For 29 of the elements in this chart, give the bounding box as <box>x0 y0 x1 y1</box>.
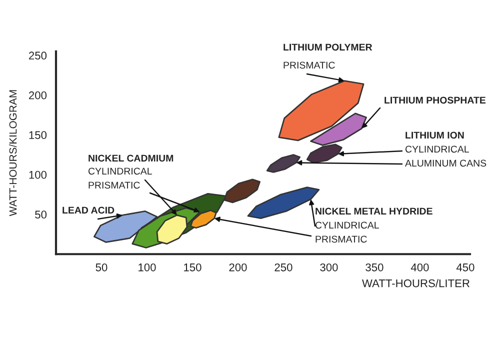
x-tick-label: 50 <box>96 263 108 272</box>
annotation: LITHIUM PHOSPHATE <box>384 96 486 104</box>
y-tick-label: 150 <box>29 131 47 140</box>
x-tick-label: 300 <box>320 263 338 272</box>
annotation: NICKEL METAL HYDRIDE <box>316 208 432 215</box>
x-tick-label: 150 <box>184 263 202 272</box>
annotation: PRISMATIC <box>284 62 335 69</box>
x-tick-label: 100 <box>138 263 156 272</box>
text: LITHIUM POLYMER <box>284 44 372 51</box>
y-tick-label: 50 <box>35 210 47 219</box>
x-axis-title: WATT-HOURS/LITER <box>362 279 470 288</box>
y-tick-label: 250 <box>28 52 47 60</box>
annotation: PRISMATIC <box>316 236 367 243</box>
x-tick-label: 350 <box>366 263 384 272</box>
annotation: NICKEL CADMIUM <box>88 154 174 162</box>
y-tick-label: 200 <box>28 91 47 100</box>
x-tick-label: 450 <box>456 263 474 272</box>
annotation: PRISMATIC <box>88 182 140 189</box>
annotation: CYLINDRICAL <box>315 222 379 229</box>
x-tick-label: 250 <box>274 263 292 272</box>
annotation: LEAD ACID <box>62 206 114 214</box>
y-tick-label: 100 <box>29 170 47 179</box>
annotation: CYLINDRICAL <box>88 168 152 175</box>
x-tick-label: 200 <box>229 263 247 272</box>
y-axis-title: WATT-HOURS/KILOGRAM <box>9 90 17 216</box>
annotation: CYLINDRICAL <box>405 146 469 153</box>
x-tick-label: 400 <box>410 263 429 272</box>
annotation: ALUMINUM CANS <box>405 160 486 167</box>
annotation: LITHIUM ION <box>406 132 464 139</box>
